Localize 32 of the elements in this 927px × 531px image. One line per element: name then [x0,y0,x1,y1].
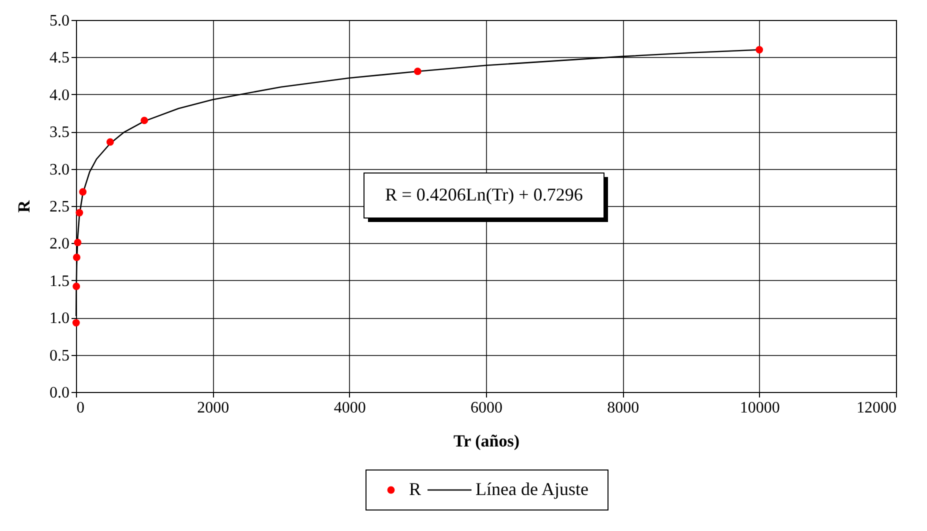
point [79,188,87,196]
point [140,116,148,124]
y-tick-label: 4.5 [50,50,70,67]
x-tick-label: 8000 [607,400,640,416]
point [76,208,84,216]
point [74,238,82,246]
point [72,254,80,262]
y-tick-label: 1.5 [50,272,70,290]
x-tick-label: 6000 [470,400,502,416]
point [414,68,422,76]
legend-label: Línea de Ajuste [476,479,588,499]
y-axis-title: R [14,200,34,213]
y-tick-label: 3.5 [50,124,70,142]
y-tick-label: 4.0 [50,86,70,104]
x-tick-label: 2000 [197,400,230,416]
x-axis-title: Tr (años) [454,432,520,450]
point [106,138,114,146]
y-tick-label: 5.0 [50,12,70,30]
y-tick-label: 2.5 [50,198,70,216]
point [756,46,764,54]
y-tick-label: 0.5 [50,347,70,364]
x-tick-label: 10000 [740,400,780,416]
y-tick-label: 2.0 [50,236,70,253]
x-tick-label: 0 [76,400,84,416]
y-tick-label: 3.0 [50,161,70,178]
point [72,282,80,290]
x-tick-label: 4000 [334,400,366,416]
y-tick-label: 1.0 [50,310,70,328]
y-tick-label: 0.0 [50,384,70,402]
x-tick-label: 12000 [856,400,896,416]
legend-label: R [409,479,422,499]
annotation: R = 0.4206Ln(Tr) + 0.7296 [385,184,583,204]
